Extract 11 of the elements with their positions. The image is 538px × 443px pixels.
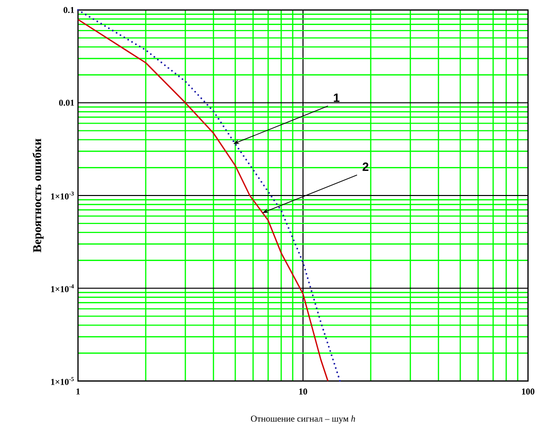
y-tick-label: 0.1 xyxy=(64,6,74,14)
x-tick-label: 10 xyxy=(299,388,308,395)
annotation: 1 xyxy=(334,94,340,102)
y-tick-label: 0.01 xyxy=(59,100,74,106)
y-axis-title: Вероятность ошибки xyxy=(32,138,44,252)
x-axis-title: Отношение сигнал – шум h xyxy=(250,415,356,424)
y-tick-label: 1×10$^{-5}$ xyxy=(51,377,74,385)
y-tick-label: 1×10$^{-4}$ xyxy=(51,284,74,292)
y-tick-label: 1×10$^{-3}$ xyxy=(51,192,74,200)
x-tick-label: 1 xyxy=(76,388,80,394)
x-tick-label: 100 xyxy=(522,388,534,395)
